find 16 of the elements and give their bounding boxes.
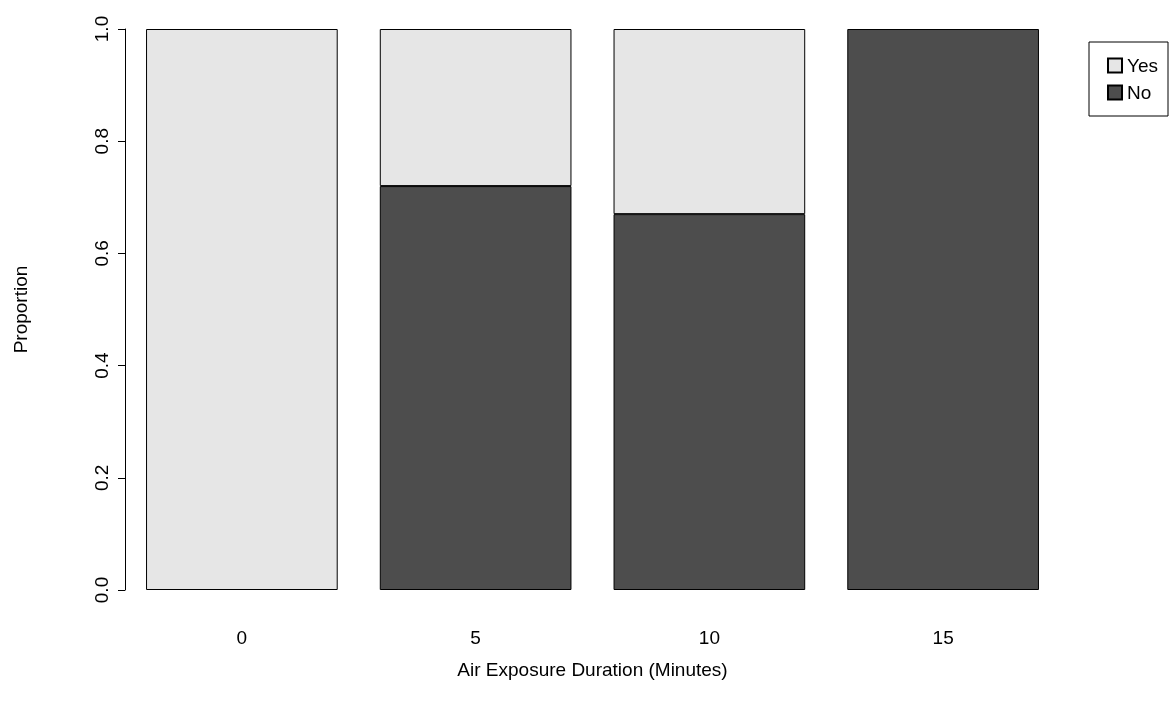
y-tick-label: 0.8 [91,127,112,155]
x-tick-label: 15 [932,627,954,648]
y-tick-label: 1.0 [91,15,112,43]
x-axis-title: Air Exposure Duration (Minutes) [457,659,728,680]
y-tick-label: 0.6 [91,240,112,267]
y-tick-label: 0.4 [91,351,112,379]
bar [146,29,338,590]
legend-label: Yes [1127,55,1158,76]
y-tick-label: 0.2 [91,464,112,492]
y-axis-title: Proportion [10,265,31,354]
x-tick-label: 10 [698,627,720,648]
legend-label: No [1127,82,1152,103]
y-tick-label: 0.0 [91,576,112,604]
x-tick-label: 5 [470,627,481,648]
x-tick-label: 0 [236,627,248,648]
bar [847,29,1039,590]
